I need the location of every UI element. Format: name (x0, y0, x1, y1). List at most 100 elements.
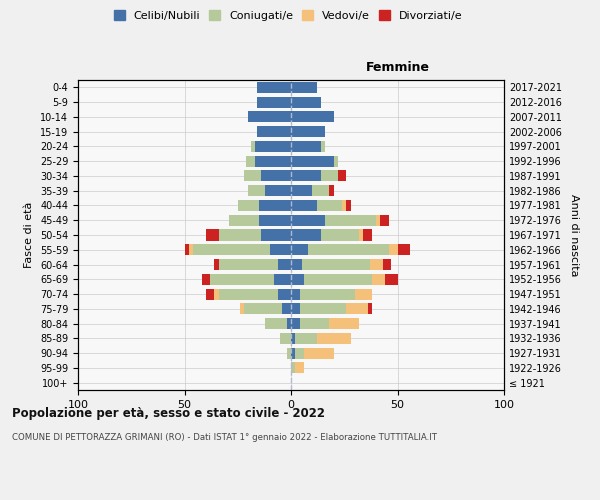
Y-axis label: Fasce di età: Fasce di età (25, 202, 34, 268)
Bar (329, 185, 334, 196)
Bar (291, 112, 334, 122)
Bar (202, 274, 210, 285)
Bar (380, 214, 389, 226)
Bar (308, 244, 389, 256)
Bar (355, 288, 372, 300)
Bar (370, 259, 383, 270)
Bar (338, 170, 346, 181)
Bar (291, 230, 321, 240)
Bar (304, 274, 372, 285)
Bar (321, 170, 338, 181)
Bar (346, 200, 350, 211)
Bar (189, 244, 193, 256)
Bar (251, 141, 255, 152)
Bar (283, 304, 291, 314)
Bar (359, 230, 364, 240)
Bar (321, 141, 325, 152)
Bar (302, 259, 370, 270)
Bar (248, 185, 265, 196)
Bar (259, 214, 291, 226)
Bar (206, 230, 218, 240)
Bar (304, 348, 334, 358)
Bar (274, 274, 291, 285)
Bar (317, 200, 342, 211)
Bar (291, 156, 334, 166)
Bar (291, 214, 325, 226)
Bar (368, 304, 372, 314)
Bar (291, 333, 295, 344)
Bar (398, 244, 410, 256)
Y-axis label: Anni di nascita: Anni di nascita (569, 194, 578, 276)
Bar (257, 96, 291, 108)
Bar (291, 82, 317, 93)
Bar (278, 288, 291, 300)
Bar (280, 333, 291, 344)
Bar (248, 112, 291, 122)
Bar (261, 170, 291, 181)
Bar (206, 288, 214, 300)
Bar (259, 200, 291, 211)
Bar (291, 288, 299, 300)
Bar (291, 362, 295, 374)
Bar (278, 259, 291, 270)
Bar (291, 185, 313, 196)
Bar (317, 333, 350, 344)
Bar (287, 318, 291, 329)
Bar (265, 185, 291, 196)
Bar (313, 185, 329, 196)
Bar (372, 274, 385, 285)
Bar (214, 288, 218, 300)
Text: Popolazione per età, sesso e stato civile - 2022: Popolazione per età, sesso e stato civil… (12, 408, 325, 420)
Bar (238, 200, 259, 211)
Bar (291, 259, 302, 270)
Bar (291, 274, 304, 285)
Bar (218, 230, 261, 240)
Bar (329, 318, 359, 329)
Bar (291, 304, 299, 314)
Bar (291, 141, 321, 152)
Bar (321, 230, 359, 240)
Bar (299, 318, 329, 329)
Bar (376, 214, 380, 226)
Bar (244, 170, 261, 181)
Bar (291, 200, 317, 211)
Bar (255, 156, 291, 166)
Bar (295, 362, 304, 374)
Bar (291, 318, 299, 329)
Bar (257, 82, 291, 93)
Bar (325, 214, 376, 226)
Bar (295, 348, 304, 358)
Bar (334, 156, 338, 166)
Bar (291, 126, 325, 137)
Bar (244, 304, 283, 314)
Legend: Celibi/Nubili, Coniugati/e, Vedovi/e, Divorziati/e: Celibi/Nubili, Coniugati/e, Vedovi/e, Di… (112, 8, 464, 23)
Bar (214, 259, 218, 270)
Bar (287, 348, 291, 358)
Bar (229, 214, 259, 226)
Text: COMUNE DI PETTORAZZA GRIMANI (RO) - Dati ISTAT 1° gennaio 2022 - Elaborazione TU: COMUNE DI PETTORAZZA GRIMANI (RO) - Dati… (12, 432, 437, 442)
Bar (291, 96, 321, 108)
Bar (385, 274, 398, 285)
Bar (270, 244, 291, 256)
Bar (291, 244, 308, 256)
Bar (291, 170, 321, 181)
Bar (210, 274, 274, 285)
Bar (299, 288, 355, 300)
Bar (364, 230, 372, 240)
Text: Femmine: Femmine (365, 61, 430, 74)
Bar (346, 304, 368, 314)
Bar (257, 126, 291, 137)
Bar (246, 156, 255, 166)
Bar (240, 304, 244, 314)
Bar (389, 244, 398, 256)
Bar (218, 288, 278, 300)
Bar (265, 318, 287, 329)
Bar (291, 348, 295, 358)
Bar (185, 244, 189, 256)
Bar (383, 259, 391, 270)
Bar (342, 200, 346, 211)
Bar (218, 259, 278, 270)
Bar (295, 333, 317, 344)
Bar (193, 244, 270, 256)
Bar (299, 304, 346, 314)
